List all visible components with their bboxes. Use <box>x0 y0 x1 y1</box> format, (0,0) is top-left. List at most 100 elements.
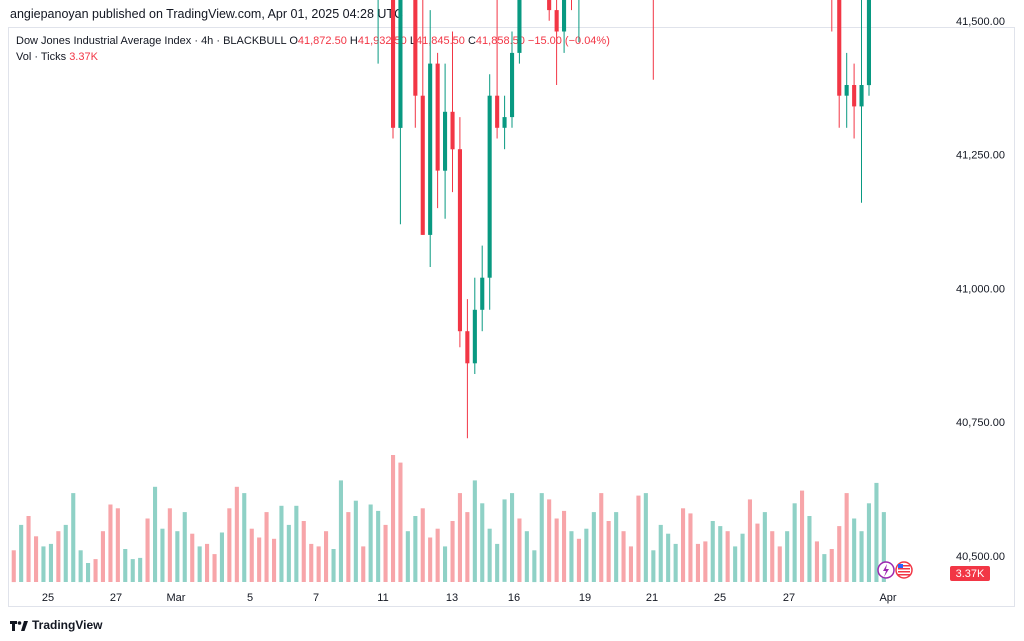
volume-row: Vol · Ticks 3.37K <box>16 49 610 65</box>
volume-bar <box>606 521 611 582</box>
volume-bar <box>324 531 329 582</box>
volume-bar <box>785 531 790 582</box>
volume-bar <box>361 546 366 582</box>
symbol-title[interactable]: Dow Jones Industrial Average Index · 4h … <box>16 35 287 47</box>
volume-bar <box>175 531 180 582</box>
volume-bar <box>115 508 120 582</box>
time-tick-label: 27 <box>110 592 122 604</box>
volume-bar <box>837 526 842 582</box>
flag-stripe <box>898 565 910 567</box>
volume-bar <box>301 521 306 582</box>
volume-bar <box>234 486 239 583</box>
volume-bar <box>56 531 61 582</box>
published-line: angiepanoyan published on TradingView.co… <box>10 7 404 21</box>
candle-body <box>472 309 477 364</box>
volume-value: 3.37K <box>69 51 98 63</box>
open-value: 41,872.50 <box>297 35 347 47</box>
low-label: L <box>409 35 416 47</box>
volume-bar <box>34 536 39 582</box>
volume-bar <box>829 549 834 582</box>
volume-bar <box>881 512 886 582</box>
candle-body <box>547 0 552 11</box>
time-tick-label: 19 <box>579 592 591 604</box>
candle-body <box>517 0 522 53</box>
volume-bar <box>153 486 158 583</box>
time-tick-label: Apr <box>879 592 896 604</box>
flag-stripe <box>898 574 910 576</box>
footer-brand[interactable]: TradingView <box>10 618 102 632</box>
volume-bar <box>212 554 217 582</box>
candle-body <box>495 95 500 128</box>
candle-body <box>391 0 396 128</box>
volume-bar <box>86 563 91 583</box>
volume-bar <box>11 550 16 583</box>
close-value: 41,858.50 <box>475 35 525 47</box>
volume-bar <box>160 528 165 582</box>
volume-bar <box>279 505 284 582</box>
candle-body <box>859 85 864 107</box>
time-tick-label: 27 <box>783 592 795 604</box>
volume-bars <box>11 455 886 583</box>
volume-bar <box>480 503 485 582</box>
candle-body <box>562 0 567 32</box>
volume-bar <box>41 546 46 582</box>
volume-bar <box>26 516 31 582</box>
volume-bar <box>420 508 425 582</box>
volume-bar <box>457 493 462 582</box>
volume-bar <box>524 531 529 582</box>
volume-bar <box>844 493 849 582</box>
volume-bar <box>405 531 410 582</box>
volume-bar <box>257 537 262 582</box>
price-tick-label: 41,250.00 <box>956 150 1005 162</box>
volume-bar <box>272 538 277 582</box>
volume-bar <box>391 455 396 582</box>
volume-bar <box>376 510 381 582</box>
volume-bar <box>346 512 351 582</box>
open-label: O <box>289 35 298 47</box>
volume-bar <box>658 524 663 582</box>
volume-bar <box>249 528 254 582</box>
time-tick-label: 7 <box>313 592 319 604</box>
volume-bar <box>443 546 448 582</box>
volume-bar <box>755 523 760 582</box>
volume-bar <box>316 546 321 582</box>
volume-bar <box>807 516 812 582</box>
time-tick-label: 13 <box>446 592 458 604</box>
volume-tag-value: 3.37K <box>956 568 985 580</box>
volume-bar <box>554 518 559 582</box>
volume-bar <box>145 518 150 582</box>
volume-bar <box>584 528 589 582</box>
footer-brand-label: TradingView <box>32 618 103 632</box>
candle-body <box>457 149 462 332</box>
candle-body <box>510 52 515 118</box>
time-tick-label: 25 <box>42 592 54 604</box>
volume-bar <box>413 516 418 582</box>
volume-bar <box>621 531 626 582</box>
volume-bar <box>770 531 775 582</box>
volume-bar <box>205 543 210 582</box>
high-label: H <box>349 35 358 47</box>
volume-bar <box>227 508 232 582</box>
volume-bar <box>130 559 135 582</box>
candle-body <box>866 0 871 86</box>
candle-body <box>420 95 425 235</box>
volume-bar <box>562 510 567 582</box>
volume-bar <box>852 518 857 582</box>
lightning-glyph <box>883 564 889 577</box>
volume-bar <box>718 526 723 582</box>
volume-bar <box>710 521 715 582</box>
candle-body <box>502 117 507 128</box>
volume-bar <box>294 505 299 582</box>
volume-bar <box>792 503 797 582</box>
volume-bar <box>167 508 172 582</box>
flag-stripe <box>898 571 910 573</box>
volume-bar <box>666 533 671 582</box>
tradingview-logo-icon <box>10 620 28 631</box>
volume-bar <box>547 499 552 582</box>
volume-bar <box>63 524 68 582</box>
volume-bar <box>428 537 433 582</box>
flag-canton <box>898 564 903 568</box>
volume-bar <box>569 531 574 582</box>
volume-label[interactable]: Vol · Ticks <box>16 51 67 63</box>
